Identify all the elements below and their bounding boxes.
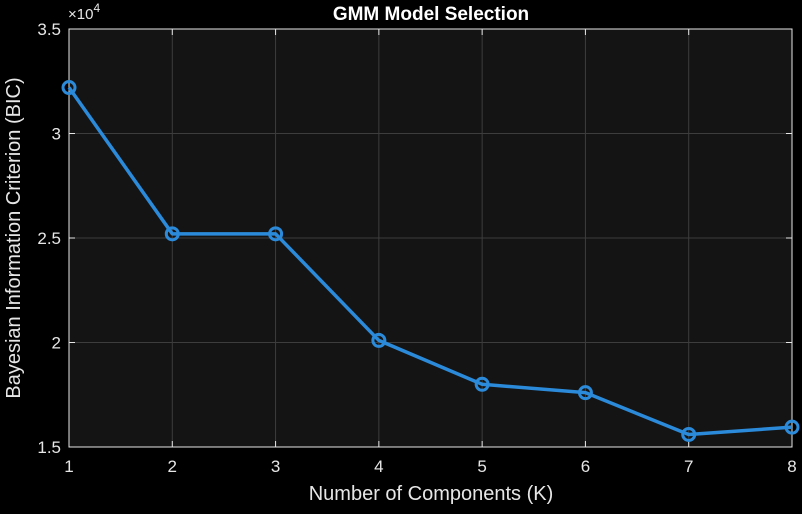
y-tick-label: 2 [52,334,61,353]
data-point-k2 [164,226,180,242]
x-tick-label: 5 [477,457,486,476]
data-point-k4 [371,332,387,348]
x-tick-label: 2 [168,457,177,476]
y-axis-label: Bayesian Information Criterion (BIC) [3,77,25,398]
y-tick-label: 3.5 [37,20,61,39]
x-tick-label: 7 [684,457,693,476]
data-point-k1 [61,80,77,96]
x-axis-label: Number of Components (K) [309,483,554,505]
y-axis-exponent: ×104 [68,1,100,23]
x-tick-label: 6 [581,457,590,476]
data-point-k5 [474,376,490,392]
y-axis-exponent-power: 4 [93,1,100,15]
data-point-k7 [681,426,697,442]
y-tick-label: 2.5 [37,229,61,248]
data-point-k3 [268,226,284,242]
x-tick-label: 3 [271,457,280,476]
y-axis-exponent-base: ×10 [68,6,93,23]
data-point-k8 [784,419,800,435]
y-tick-label: 1.5 [37,438,61,457]
ticks: 1 2 3 4 5 6 7 8 1.5 2 2.5 3 3.5 [37,20,796,476]
data-point-k6 [577,385,593,401]
chart-title: GMM Model Selection [333,4,529,25]
series-layer [61,80,800,442]
series-line [67,86,793,437]
y-tick-label: 3 [52,125,61,144]
x-tick-label: 4 [374,457,383,476]
x-tick-label: 8 [787,457,796,476]
x-tick-label: 1 [64,457,73,476]
